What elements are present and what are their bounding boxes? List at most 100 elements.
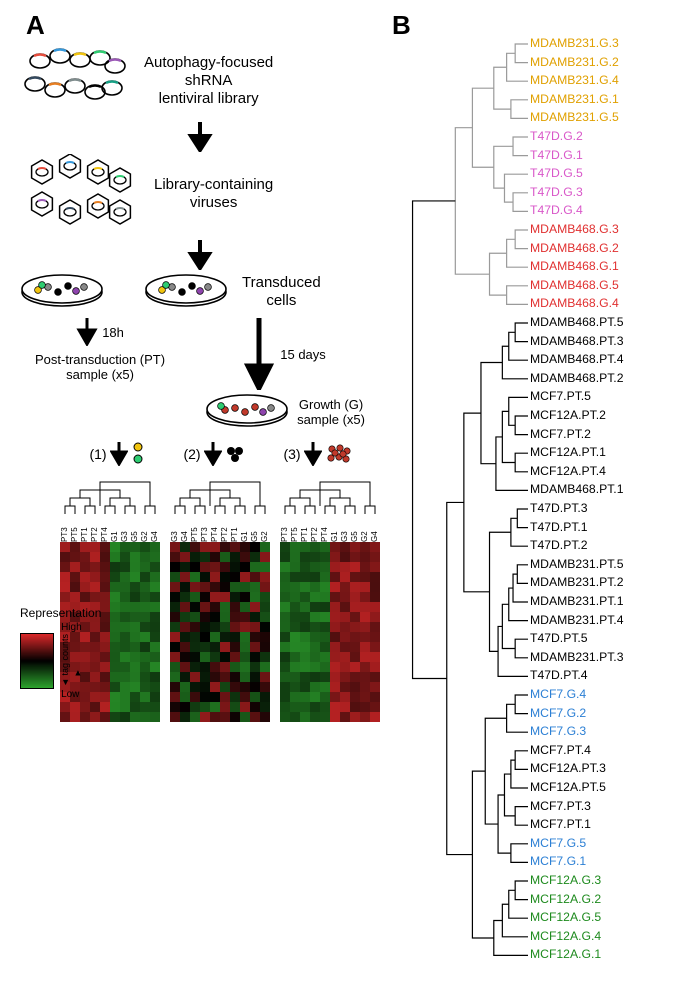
dendro-leaf: MDAMB231.PT.3 [530,650,623,664]
library-text: Autophagy-focused shRNA lentiviral libra… [144,54,273,108]
dendro-leaf: MCF7.PT.5 [530,389,591,403]
col-label: PT5 [290,514,300,542]
col-label: PT2 [310,514,320,542]
dendro-leaf: MDAMB231.PT.2 [530,575,623,589]
dendro-leaf: MDAMB231.G.4 [530,73,619,87]
col-label: PT1 [230,514,240,542]
heatmap-3-canvas [280,542,380,722]
col-label: PT1 [80,514,90,542]
heatmap-2-canvas [170,542,270,722]
col-label: G2 [360,514,370,542]
transduced-text: Transduced cells [242,274,321,310]
dendro-leaf: MCF7.G.4 [530,687,586,701]
col-label: PT4 [210,514,220,542]
col-label: G5 [250,514,260,542]
col-label: G5 [350,514,360,542]
legend-title: Representation [20,606,101,620]
dendro-leaf: MCF7.G.2 [530,706,586,720]
legend-low: Low [61,689,82,700]
col-label: G1 [240,514,250,542]
dendro-leaf: MCF12A.PT.4 [530,464,606,478]
dendro-leaf: MCF12A.PT.5 [530,780,606,794]
mini-dendro-2 [170,472,270,514]
col-label: G2 [140,514,150,542]
down-arrow-icon [110,442,128,466]
heatmap-row: PT3PT5PT1PT2PT4G1G3G5G2G4 G3G4PT5PT3PT4P… [70,472,370,722]
hm2-xlabels: G3G4PT5PT3PT4PT2PT1G1G5G2 [170,514,270,542]
col-label: G4 [370,514,380,542]
dendro-leaf: MDAMB231.G.1 [530,92,619,106]
dendro-leaf: MCF7.G.1 [530,854,586,868]
col-label: G2 [260,514,270,542]
col-label: PT1 [300,514,310,542]
hm3-xlabels: PT3PT5PT1PT2PT4G1G3G5G2G4 [280,514,380,542]
dish-left-icon [20,272,104,312]
heatmap-2: G3G4PT5PT3PT4PT2PT1G1G5G2 [170,472,270,722]
dendro-leaf: MCF7.G.3 [530,724,586,738]
dendro-leaf: MCF12A.PT.2 [530,408,606,422]
col-label: G3 [170,514,180,542]
dendro-leaf: MDAMB231.PT.4 [530,613,623,627]
down-arrow-icon [187,240,213,270]
dendro-leaf: MDAMB231.PT.5 [530,557,623,571]
col-label: PT3 [60,514,70,542]
down-arrow-icon [76,318,98,346]
col-label: PT4 [320,514,330,542]
dish-right-icon [144,272,228,312]
dendro-leaf: MDAMB468.PT.2 [530,371,623,385]
heatmap-legend: Representation High tag counts ▲▼ Low [20,606,101,700]
down-arrow-icon [204,442,222,466]
dendro-leaf: MCF12A.G.5 [530,910,601,924]
dendro-leaf: MCF12A.G.4 [530,929,601,943]
g-sample-text: Growth (G) sample (x5) [297,397,365,427]
down-arrow-icon [304,442,322,466]
pt-sample-text: Post-transduction (PT) sample (x5) [35,352,165,382]
num-3: (3) [283,446,300,462]
dendro-leaf: MDAMB468.PT.1 [530,482,623,496]
col-label: G3 [120,514,130,542]
dendro-leaf: MCF12A.G.1 [530,947,601,961]
col-label: G5 [130,514,140,542]
dendro-leaf: T47D.G.3 [530,185,583,199]
arrow-15d-label: 15 days [280,347,326,362]
down-arrow-big-icon [244,318,274,390]
col-label: PT5 [70,514,80,542]
col-label: PT2 [220,514,230,542]
legend-counts: tag counts [61,634,71,676]
dendro-leaf: MDAMB468.PT.5 [530,315,623,329]
num-1: (1) [89,446,106,462]
enrich-cells-icon [325,443,351,465]
arrow-18h-label: 18h [102,325,124,340]
dendro-leaf: MDAMB231.G.5 [530,110,619,124]
col-label: G1 [330,514,340,542]
col-label: PT3 [280,514,290,542]
heatmap-3: PT3PT5PT1PT2PT4G1G3G5G2G4 [280,472,380,722]
col-label: PT5 [190,514,200,542]
drop-cells-icon [131,442,145,466]
num-2: (2) [183,446,200,462]
mini-dendro-3 [280,472,380,514]
dendro-leaf: T47D.PT.5 [530,631,588,645]
col-label: G1 [110,514,120,542]
dendro-leaf: MCF7.PT.2 [530,427,591,441]
col-label: PT3 [200,514,210,542]
col-label: G4 [180,514,190,542]
panel-a: Autophagy-focused shRNA lentiviral libra… [20,46,380,722]
mini-dendro-1 [60,472,160,514]
dendro-leaf: T47D.G.1 [530,148,583,162]
dendro-leaf: MDAMB231.G.2 [530,55,619,69]
dendro-leaf: MDAMB468.G.1 [530,259,619,273]
col-label: G4 [150,514,160,542]
dendro-leaf: MDAMB468.G.2 [530,241,619,255]
hm1-xlabels: PT3PT5PT1PT2PT4G1G3G5G2G4 [60,514,160,542]
dendro-leaf: MDAMB468.G.3 [530,222,619,236]
dendro-leaf: T47D.PT.2 [530,538,588,552]
dendro-leaf: MCF12A.PT.1 [530,445,606,459]
dendro-leaf: T47D.G.5 [530,166,583,180]
dendro-leaf: MCF12A.G.2 [530,892,601,906]
panel-a-label: A [26,10,45,41]
panel-b: MDAMB231.G.3MDAMB231.G.2MDAMB231.G.4MDAM… [400,30,670,980]
dendro-leaf: MCF12A.G.3 [530,873,601,887]
col-label: G3 [340,514,350,542]
dendro-leaf: MDAMB468.G.5 [530,278,619,292]
